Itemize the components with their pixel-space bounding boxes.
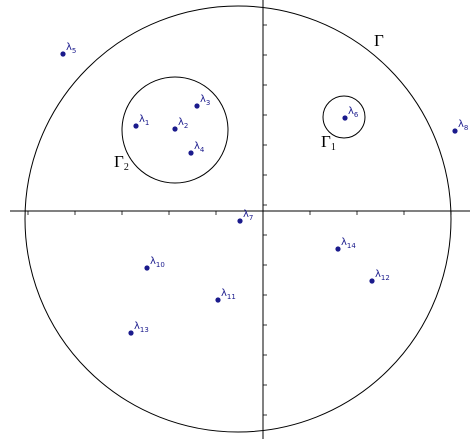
contour-label: Γ1 xyxy=(321,132,336,153)
point-label: λ14 xyxy=(341,237,356,250)
point xyxy=(335,246,341,252)
subscript: 4 xyxy=(200,146,205,154)
symbol: λ xyxy=(178,117,184,128)
point xyxy=(172,126,178,132)
point xyxy=(128,330,134,336)
subscript: 10 xyxy=(156,261,165,269)
point-label: λ10 xyxy=(150,256,165,269)
symbol: λ xyxy=(200,94,206,105)
point xyxy=(133,123,139,129)
axes xyxy=(10,0,470,439)
symbol: λ xyxy=(341,237,347,248)
contour-label: Γ xyxy=(374,31,384,50)
point xyxy=(215,297,221,303)
subscript: 11 xyxy=(227,293,236,301)
contour-gamma-2 xyxy=(121,76,229,184)
point-label: λ5 xyxy=(66,42,76,55)
contour-label: Γ2 xyxy=(114,152,129,173)
point-label: λ12 xyxy=(375,269,390,282)
point xyxy=(194,103,200,109)
subscript: 6 xyxy=(354,111,359,119)
point-label: λ11 xyxy=(221,288,236,301)
subscript: 1 xyxy=(145,119,149,127)
symbol: λ xyxy=(134,321,140,332)
symbol: λ xyxy=(458,119,464,130)
subscript: 12 xyxy=(381,274,390,282)
point xyxy=(452,128,458,134)
point-label: λ7 xyxy=(243,209,253,222)
symbol: λ xyxy=(139,114,145,125)
point xyxy=(144,265,150,271)
symbol: λ xyxy=(375,269,381,280)
symbol: Γ xyxy=(114,152,124,171)
subscript: 1 xyxy=(331,142,336,153)
symbol: λ xyxy=(348,106,354,117)
point xyxy=(188,150,194,156)
point xyxy=(60,51,66,57)
subscript: 14 xyxy=(347,242,356,250)
symbol: λ xyxy=(150,256,156,267)
symbol: Γ xyxy=(374,31,384,50)
point-label: λ6 xyxy=(348,106,359,119)
point-label: λ3 xyxy=(200,94,210,107)
axis-ticks xyxy=(27,24,452,416)
symbol: λ xyxy=(66,42,72,53)
contour-gamma-1 xyxy=(322,95,366,139)
point xyxy=(342,115,348,121)
subscript: 13 xyxy=(140,326,149,334)
symbol: λ xyxy=(194,141,200,152)
symbol: λ xyxy=(243,209,249,220)
subscript: 2 xyxy=(184,122,188,130)
point-label: λ2 xyxy=(178,117,188,130)
subscript: 5 xyxy=(72,47,76,55)
point-label: λ1 xyxy=(139,114,149,127)
subscript: 7 xyxy=(249,214,253,222)
subscript: 2 xyxy=(124,162,129,173)
subscript: 3 xyxy=(206,99,210,107)
point xyxy=(369,278,375,284)
point-label: λ8 xyxy=(458,119,468,132)
point xyxy=(237,218,243,224)
contour-gamma xyxy=(24,5,452,433)
point-label: λ4 xyxy=(194,141,205,154)
symbol: λ xyxy=(221,288,227,299)
symbol: Γ xyxy=(321,132,331,151)
subscript: 8 xyxy=(464,124,468,132)
point-label: λ13 xyxy=(134,321,149,334)
